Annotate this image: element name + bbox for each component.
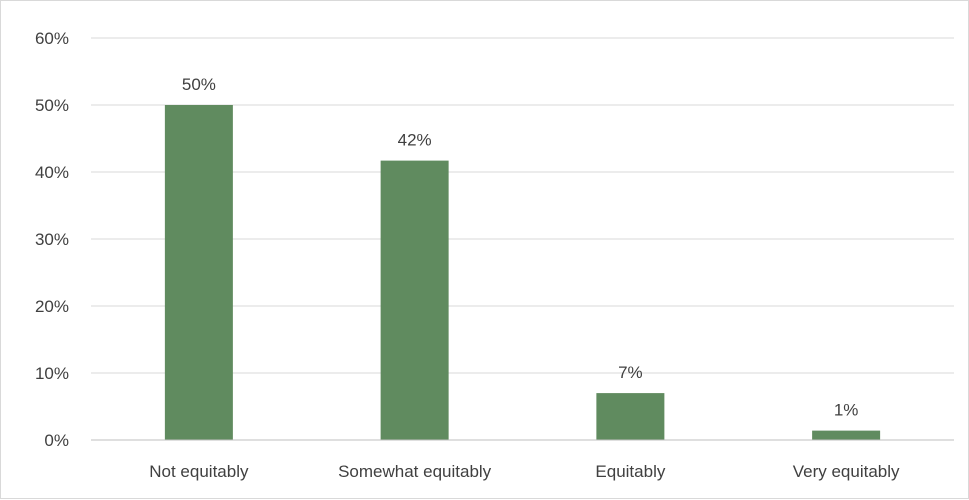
data-label: 7% — [618, 363, 643, 382]
data-label: 1% — [834, 401, 859, 420]
y-tick-label: 10% — [35, 364, 69, 383]
bar — [380, 160, 449, 441]
x-category-label: Very equitably — [793, 462, 900, 481]
x-category-label: Equitably — [595, 462, 665, 481]
y-tick-label: 40% — [35, 163, 69, 182]
y-tick-label: 30% — [35, 230, 69, 249]
data-label: 42% — [398, 131, 432, 150]
bar — [164, 105, 233, 440]
x-category-label: Not equitably — [149, 462, 249, 481]
y-tick-label: 20% — [35, 297, 69, 316]
data-label: 50% — [182, 75, 216, 94]
x-category-label: Somewhat equitably — [338, 462, 492, 481]
y-tick-label: 0% — [44, 431, 69, 450]
bar — [812, 430, 881, 440]
bar — [596, 393, 665, 440]
y-tick-label: 60% — [35, 29, 69, 48]
y-tick-label: 50% — [35, 96, 69, 115]
